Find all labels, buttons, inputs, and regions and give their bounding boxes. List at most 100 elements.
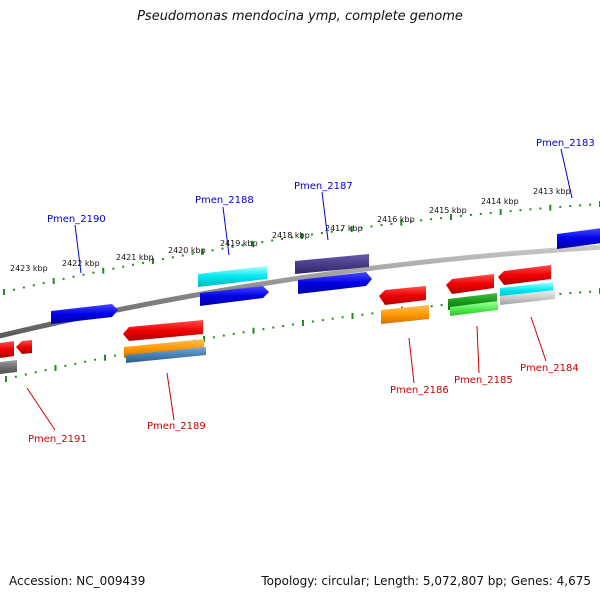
minor-tick (519, 209, 522, 212)
minor-tick (14, 375, 17, 378)
gene-label-pmen-2191[interactable]: Pmen_2191 (28, 434, 87, 445)
minor-tick (310, 233, 313, 236)
minor-tick (380, 224, 383, 227)
scale-label: 2420 kbp (168, 246, 206, 255)
minor-tick (361, 313, 364, 316)
minor-tick (479, 212, 482, 215)
gene-pmen-2191-b[interactable] (16, 340, 32, 354)
gene-label-pmen-2187[interactable]: Pmen_2187 (294, 181, 353, 192)
gene-label-pmen-2183[interactable]: Pmen_2183 (536, 138, 595, 149)
major-tick (301, 233, 303, 239)
minor-tick (589, 203, 592, 206)
major-tick (499, 209, 502, 215)
minor-tick (261, 241, 264, 244)
minor-tick (410, 220, 413, 223)
minor-tick (341, 316, 344, 319)
gene-pmen-2184-silver[interactable] (500, 290, 555, 305)
minor-tick (122, 265, 125, 268)
minor-tick (242, 331, 245, 334)
scale-label: 2418 kbp (272, 231, 310, 240)
major-tick (3, 289, 5, 295)
major-tick (252, 327, 255, 334)
gene-pmen-2187-navy[interactable] (295, 254, 369, 274)
major-tick (152, 258, 154, 264)
major-tick (201, 249, 204, 255)
scale-label: 2415 kbp (429, 206, 467, 215)
minor-tick (320, 232, 323, 235)
major-tick (351, 313, 354, 319)
gene-pmen-2185-lime[interactable] (450, 301, 498, 316)
gene-label-pmen-2190[interactable]: Pmen_2190 (47, 214, 106, 225)
gene-pmen-2188[interactable] (200, 286, 269, 306)
gene-pmen-2190[interactable] (51, 304, 118, 324)
scale-label: 2421 kbp (116, 253, 154, 262)
minor-tick (371, 312, 374, 315)
gene-pmen-2187[interactable] (298, 272, 372, 294)
minor-tick (211, 249, 214, 252)
major-tick (251, 240, 254, 247)
scale-label: 2423 kbp (10, 264, 48, 273)
gene-pmen-2186[interactable] (379, 286, 426, 305)
minor-tick (241, 244, 244, 247)
minor-tick (489, 211, 492, 214)
minor-tick (132, 263, 135, 266)
minor-tick (569, 292, 572, 295)
genome-title: Pseudomonas mendocina ymp, complete geno… (137, 9, 463, 24)
minor-tick (72, 275, 75, 278)
minor-tick (430, 305, 433, 308)
gene-label-pmen-2185[interactable]: Pmen_2185 (454, 375, 513, 386)
gene-pmen-2186-orange[interactable] (381, 305, 429, 324)
major-tick (549, 204, 552, 211)
minor-tick (12, 288, 15, 291)
genome-info-text: Topology: circular; Length: 5,072,807 bp… (261, 574, 591, 588)
scale-label: 2413 kbp (533, 187, 571, 196)
gene-label-pmen-2188[interactable]: Pmen_2188 (195, 195, 254, 206)
minor-tick (272, 326, 275, 329)
gene-labels: Pmen_2183 Pmen_2187 Pmen_2188 Pmen_2190 … (28, 138, 595, 445)
minor-tick (509, 210, 512, 213)
minor-tick (181, 254, 184, 257)
gene-label-pmen-2189[interactable]: Pmen_2189 (147, 421, 206, 432)
scale-label: 2422 kbp (62, 259, 100, 268)
major-tick (54, 365, 57, 371)
gene-pmen-2188-cyan[interactable] (198, 266, 267, 287)
gene-pmen-2191-gray[interactable] (0, 360, 17, 374)
minor-tick (222, 334, 225, 337)
minor-tick (420, 219, 423, 222)
minor-tick (34, 371, 37, 374)
gene-label-pmen-2186[interactable]: Pmen_2186 (390, 385, 449, 396)
gene-pmen-2189-steel[interactable] (126, 347, 206, 363)
minor-tick (440, 217, 443, 220)
minor-tick (340, 229, 343, 232)
minor-tick (92, 271, 95, 274)
minor-tick (262, 328, 265, 331)
minor-tick (529, 208, 532, 211)
minor-tick (221, 247, 224, 250)
minor-tick (589, 290, 592, 293)
gene-pmen-2184-cyan[interactable] (500, 282, 553, 298)
gene-label-pmen-2184[interactable]: Pmen_2184 (520, 363, 579, 374)
forward-genes (51, 228, 600, 324)
major-tick (400, 219, 403, 226)
gene-pmen-2189[interactable] (123, 320, 203, 341)
minor-tick (84, 360, 87, 363)
minor-tick (112, 267, 115, 270)
minor-tick (24, 373, 27, 376)
minor-tick (191, 252, 194, 255)
minor-tick (271, 239, 274, 242)
major-tick (450, 214, 452, 220)
gene-pmen-2191[interactable] (0, 341, 14, 358)
scale-label: 2414 kbp (481, 197, 519, 206)
reverse-genes (0, 265, 555, 374)
minor-tick (469, 213, 472, 216)
major-tick (52, 278, 55, 284)
gene-pmen-2184[interactable] (498, 265, 551, 285)
major-tick (102, 267, 105, 274)
gene-pmen-2183[interactable] (557, 228, 600, 249)
leader-lines (26, 148, 573, 431)
gene-pmen-2185[interactable] (446, 274, 494, 294)
minor-tick (64, 364, 67, 367)
minor-tick (74, 362, 77, 365)
minor-tick (281, 238, 284, 240)
